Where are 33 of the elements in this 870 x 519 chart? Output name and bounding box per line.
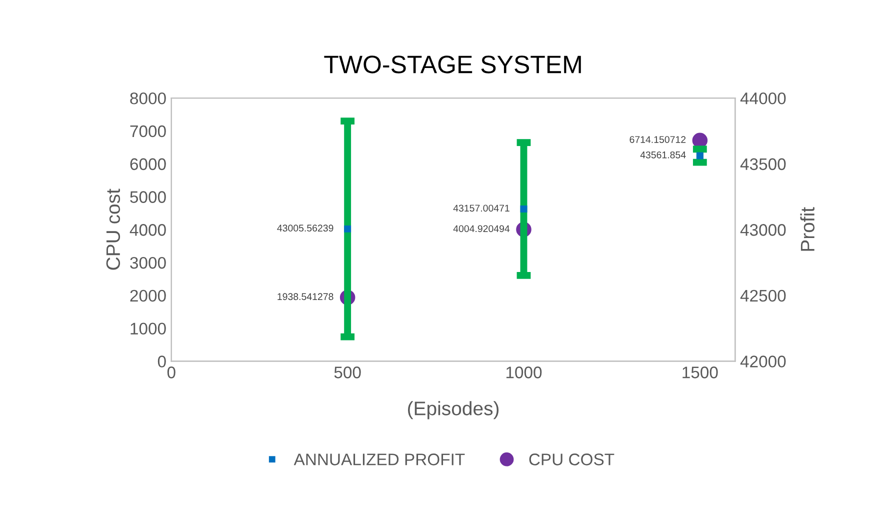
- y2-axis-title: Profit: [800, 207, 815, 251]
- y2-tick-label: 44000: [740, 92, 786, 104]
- data-label: 1938.541278: [278, 293, 334, 300]
- y-tick-label: 4000: [130, 224, 166, 236]
- y-tick-label: 6000: [130, 158, 166, 170]
- x-tick-label: 0: [167, 366, 176, 378]
- x-axis-title: (Episodes): [408, 401, 499, 420]
- x-tick-label: 1000: [506, 366, 542, 378]
- data-label: 4004.920494: [453, 225, 510, 232]
- y-axis-title: CPU cost: [106, 188, 120, 270]
- y-tick-label: 1000: [130, 322, 166, 335]
- point: [344, 225, 352, 232]
- chart-title: TWO-STAGE SYSTEM: [324, 56, 581, 74]
- point: [696, 152, 704, 160]
- point: [520, 206, 528, 212]
- y-tick-label: 0: [158, 356, 166, 368]
- y-tick-label: 8000: [130, 92, 166, 104]
- x-tick-label: 500: [334, 366, 361, 378]
- legend-label: CPU COST: [529, 454, 614, 466]
- y-tick-label: 2000: [130, 290, 166, 302]
- y-tick-label: 3000: [130, 256, 166, 269]
- y-tick-label: 7000: [130, 125, 166, 138]
- data-label: 43561.854: [640, 151, 686, 158]
- data-label: 6714.150712: [630, 136, 686, 143]
- y-tick-label: 5000: [130, 191, 166, 203]
- data-label: 43157.00471: [453, 204, 510, 212]
- y2-tick-label: 43000: [740, 224, 786, 236]
- y2-tick-label: 42500: [740, 290, 786, 302]
- legend-label: ANNUALIZED PROFIT: [294, 454, 465, 466]
- y2-tick-label: 43500: [740, 158, 786, 170]
- data-label: 43005.56239: [277, 224, 334, 232]
- x-tick-label: 1500: [682, 366, 718, 378]
- y2-tick-label: 42000: [740, 356, 786, 368]
